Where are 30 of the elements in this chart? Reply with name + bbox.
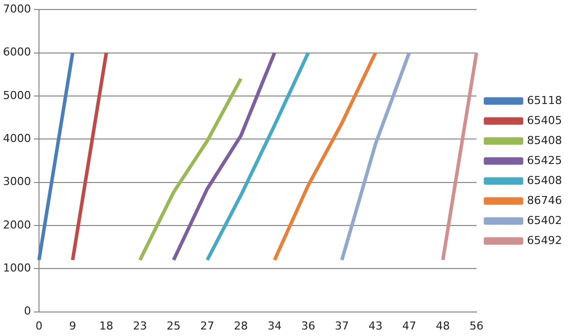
x-tick-label: 28 (234, 319, 248, 332)
y-tick-label: 0 (24, 304, 31, 318)
x-tick-label: 25 (166, 319, 181, 332)
legend-label: 65405 (527, 114, 562, 127)
legend-label: 65118 (527, 94, 562, 107)
y-tick-label: 5000 (2, 88, 31, 102)
x-tick-label: 56 (470, 319, 484, 332)
y-tick-label: 1000 (2, 261, 31, 274)
legend-label: 65408 (527, 174, 562, 187)
y-tick-label: 4000 (2, 132, 31, 145)
x-tick-label: 36 (301, 319, 316, 332)
x-tick-label: 27 (200, 319, 214, 332)
y-tick-label: 7000 (2, 2, 31, 16)
x-tick-label: 18 (99, 319, 114, 332)
legend-label: 85408 (527, 134, 562, 147)
legend-label: 65492 (527, 234, 562, 247)
y-tick-label: 3000 (2, 175, 31, 188)
legend-label: 65402 (527, 214, 562, 227)
x-tick-label: 37 (334, 319, 349, 332)
legend-label: 65425 (527, 154, 562, 167)
x-tick-label: 9 (69, 319, 76, 332)
x-tick-label: 43 (368, 319, 383, 332)
legend-label: 86746 (527, 194, 562, 207)
y-tick-label: 2000 (2, 218, 31, 232)
x-tick-label: 0 (35, 319, 42, 332)
x-tick-label: 34 (268, 319, 282, 332)
x-tick-label: 47 (402, 319, 416, 332)
x-tick-label: 23 (132, 319, 147, 332)
y-tick-label: 6000 (2, 46, 31, 59)
x-tick-label: 48 (436, 319, 450, 332)
